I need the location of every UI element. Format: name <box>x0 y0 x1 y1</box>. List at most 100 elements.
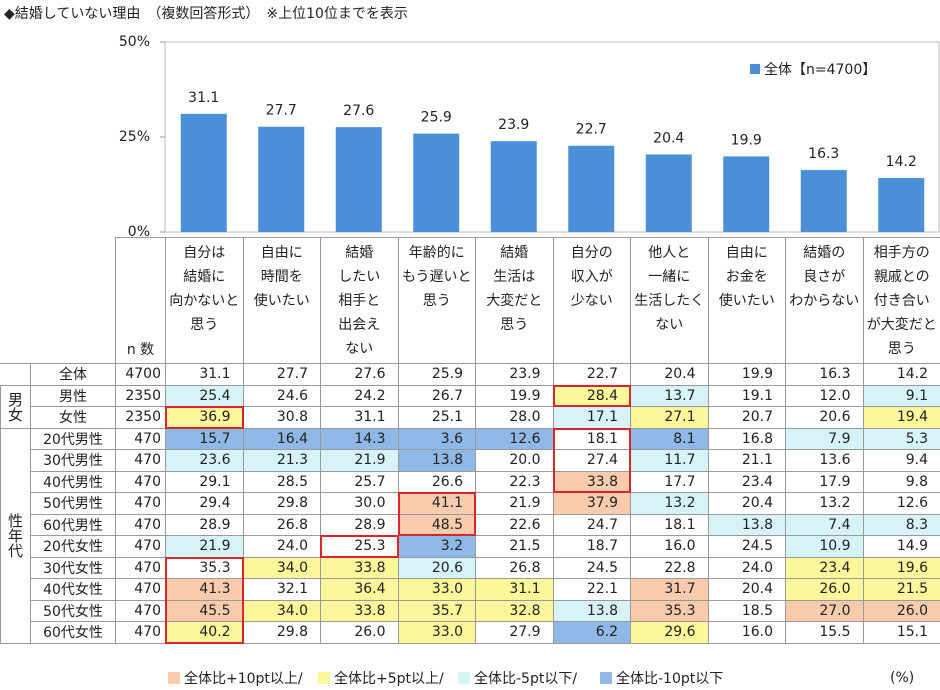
bar <box>258 126 305 232</box>
value-label: 14.2 <box>886 154 917 170</box>
value-cell: 41.3 <box>165 578 244 601</box>
row-label: 30代男性 <box>30 449 116 472</box>
value-cell: 26.0 <box>862 599 940 622</box>
value-cell: 16.4 <box>242 427 321 450</box>
row-label: 全体 <box>30 363 116 386</box>
value-label: 27.7 <box>266 103 297 119</box>
y-tick-label: 25% <box>119 129 150 145</box>
value-cell: 26.6 <box>397 470 476 493</box>
value-cell: 15.1 <box>862 621 940 644</box>
value-cell: 24.2 <box>320 384 399 407</box>
row-label: 40代男性 <box>30 470 116 493</box>
value-cell: 23.6 <box>165 449 244 472</box>
n-cell: 470 <box>115 513 166 536</box>
bar <box>645 154 692 232</box>
value-cell: 18.7 <box>552 535 631 558</box>
value-cell: 27.9 <box>475 621 554 644</box>
value-cell: 24.7 <box>552 513 631 536</box>
value-cell: 33.8 <box>320 556 399 579</box>
value-cell: 14.3 <box>320 427 399 450</box>
n-cell: 2350 <box>115 384 166 407</box>
y-tick-label: 50% <box>119 34 150 50</box>
value-cell: 27.7 <box>242 363 321 386</box>
value-cell: 11.7 <box>630 449 709 472</box>
bar <box>723 156 770 232</box>
value-cell: 31.1 <box>165 363 244 386</box>
value-cell: 17.1 <box>552 406 631 429</box>
value-cell: 15.5 <box>785 621 864 644</box>
group-label: 男女 <box>0 384 31 429</box>
value-cell: 35.3 <box>165 556 244 579</box>
value-cell: 20.4 <box>707 492 786 515</box>
value-cell: 30.0 <box>320 492 399 515</box>
legend-swatch <box>168 672 180 684</box>
value-cell: 20.6 <box>397 556 476 579</box>
value-cell: 9.8 <box>862 470 940 493</box>
value-cell: 24.5 <box>552 556 631 579</box>
value-cell: 19.9 <box>475 384 554 407</box>
value-label: 25.9 <box>421 110 452 126</box>
value-cell: 25.9 <box>397 363 476 386</box>
column-header: 結婚 生活は 大変だと 思う <box>475 237 554 364</box>
n-cell: 470 <box>115 470 166 493</box>
value-cell: 12.6 <box>475 427 554 450</box>
unit-label: (%) <box>890 670 915 686</box>
value-cell: 25.7 <box>320 470 399 493</box>
value-cell: 12.0 <box>785 384 864 407</box>
row-label: 20代男性 <box>30 427 116 450</box>
column-header: 年齢的に もう遅いと 思う <box>397 237 476 364</box>
column-header: 自由に 時間を 使いたい <box>242 237 321 364</box>
value-cell: 25.3 <box>320 535 399 558</box>
value-cell: 20.4 <box>630 363 709 386</box>
value-cell: 9.1 <box>862 384 940 407</box>
value-cell: 32.1 <box>242 578 321 601</box>
value-cell: 13.8 <box>707 513 786 536</box>
value-cell: 3.2 <box>397 535 476 558</box>
n-cell: 470 <box>115 427 166 450</box>
value-cell: 16.8 <box>707 427 786 450</box>
value-cell: 28.5 <box>242 470 321 493</box>
value-cell: 24.0 <box>242 535 321 558</box>
value-cell: 31.1 <box>320 406 399 429</box>
value-cell: 33.0 <box>397 578 476 601</box>
value-cell: 37.9 <box>552 492 631 515</box>
value-cell: 27.6 <box>320 363 399 386</box>
value-cell: 31.7 <box>630 578 709 601</box>
value-cell: 21.9 <box>165 535 244 558</box>
row-label: 30代女性 <box>30 556 116 579</box>
value-cell: 19.6 <box>862 556 940 579</box>
value-cell: 18.1 <box>552 427 631 450</box>
value-label: 27.6 <box>343 103 374 119</box>
value-cell: 5.3 <box>862 427 940 450</box>
value-label: 19.9 <box>731 132 762 148</box>
legend-swatch <box>318 672 330 684</box>
legend-label: 全体比+5pt以上/ <box>334 671 444 687</box>
value-cell: 24.5 <box>707 535 786 558</box>
value-cell: 9.4 <box>862 449 940 472</box>
legend-swatch <box>600 672 612 684</box>
legend-item: 全体比+5pt以上/ <box>318 668 444 688</box>
value-cell: 28.9 <box>165 513 244 536</box>
value-cell: 21.9 <box>320 449 399 472</box>
value-cell: 28.0 <box>475 406 554 429</box>
value-cell: 26.8 <box>475 556 554 579</box>
column-header: 結婚の 良さが わからない <box>785 237 864 364</box>
value-cell: 26.8 <box>242 513 321 536</box>
legend-label: 全体比-10pt以下 <box>616 671 724 687</box>
value-cell: 18.1 <box>630 513 709 536</box>
value-cell: 29.4 <box>165 492 244 515</box>
bar <box>180 113 227 232</box>
value-cell: 32.8 <box>475 599 554 622</box>
value-cell: 27.4 <box>552 449 631 472</box>
legend-item: 全体比-10pt以下 <box>600 668 723 688</box>
value-cell: 21.3 <box>242 449 321 472</box>
group-label: 性年代 <box>0 427 31 644</box>
value-cell: 41.1 <box>397 492 476 515</box>
value-cell: 21.9 <box>475 492 554 515</box>
value-cell: 34.0 <box>242 599 321 622</box>
value-cell: 48.5 <box>397 513 476 536</box>
value-cell: 33.0 <box>397 621 476 644</box>
row-label: 50代女性 <box>30 599 116 622</box>
column-header: 他人と 一緒に 生活したく ない <box>630 237 709 364</box>
value-cell: 19.4 <box>862 406 940 429</box>
